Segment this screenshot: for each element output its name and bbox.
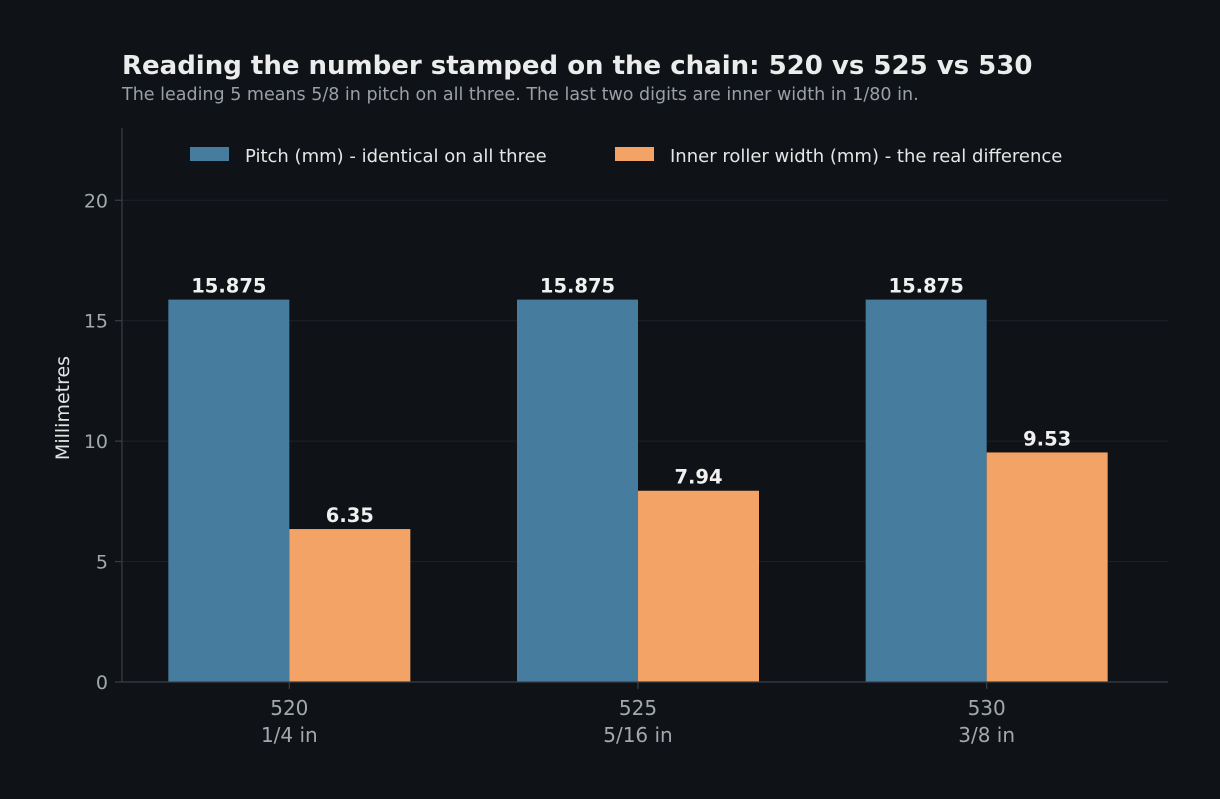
x-tick-sublabel: 5/16 in [603, 723, 673, 747]
legend-item-pitch: Pitch (mm) - identical on all three [190, 146, 547, 167]
legend-swatch [615, 147, 654, 161]
legend-label: Pitch (mm) - identical on all three [245, 146, 547, 167]
x-tick-label: 520 [270, 696, 308, 720]
x-tick-sublabel: 3/8 in [958, 723, 1015, 747]
legend-swatch [190, 147, 229, 161]
chart-subtitle: The leading 5 means 5/8 in pitch on all … [121, 85, 919, 105]
bar-inner-width-530 [986, 452, 1108, 682]
bar-inner-width-525 [638, 490, 759, 682]
data-label: 7.94 [674, 466, 722, 489]
y-tick-label: 0 [96, 672, 108, 694]
data-label: 6.35 [326, 504, 374, 527]
x-tick-sublabel: 1/4 in [261, 723, 318, 747]
legend-label: Inner roller width (mm) - the real diffe… [670, 146, 1062, 167]
chart-title: Reading the number stamped on the chain:… [122, 51, 1032, 81]
y-tick-label: 5 [96, 552, 108, 574]
legend-item-inner-width: Inner roller width (mm) - the real diffe… [615, 146, 1062, 167]
data-label: 9.53 [1023, 427, 1071, 450]
data-labels: 15.875 6.35 15.875 7.94 15.875 9.53 [191, 275, 1071, 527]
axes: 0 5 10 15 20 520 1/4 in 525 5/16 in 530 3/8 in [84, 128, 1168, 747]
data-label: 15.875 [191, 275, 266, 298]
bar-pitch-525 [517, 299, 638, 682]
x-tick-label: 525 [619, 696, 657, 720]
bar-inner-width-520 [289, 529, 411, 682]
y-tick-label: 15 [84, 311, 108, 333]
y-axis-label: Millimetres [52, 356, 74, 460]
y-tick-label: 10 [84, 431, 108, 453]
bar-pitch-520 [168, 299, 290, 682]
x-tick-label: 530 [968, 696, 1006, 720]
data-label: 15.875 [540, 275, 615, 298]
data-label: 15.875 [889, 275, 964, 298]
legend: Pitch (mm) - identical on all three Inner… [190, 146, 1062, 167]
y-tick-label: 20 [84, 190, 108, 212]
bar-pitch-530 [865, 299, 987, 682]
bars [168, 299, 1108, 682]
